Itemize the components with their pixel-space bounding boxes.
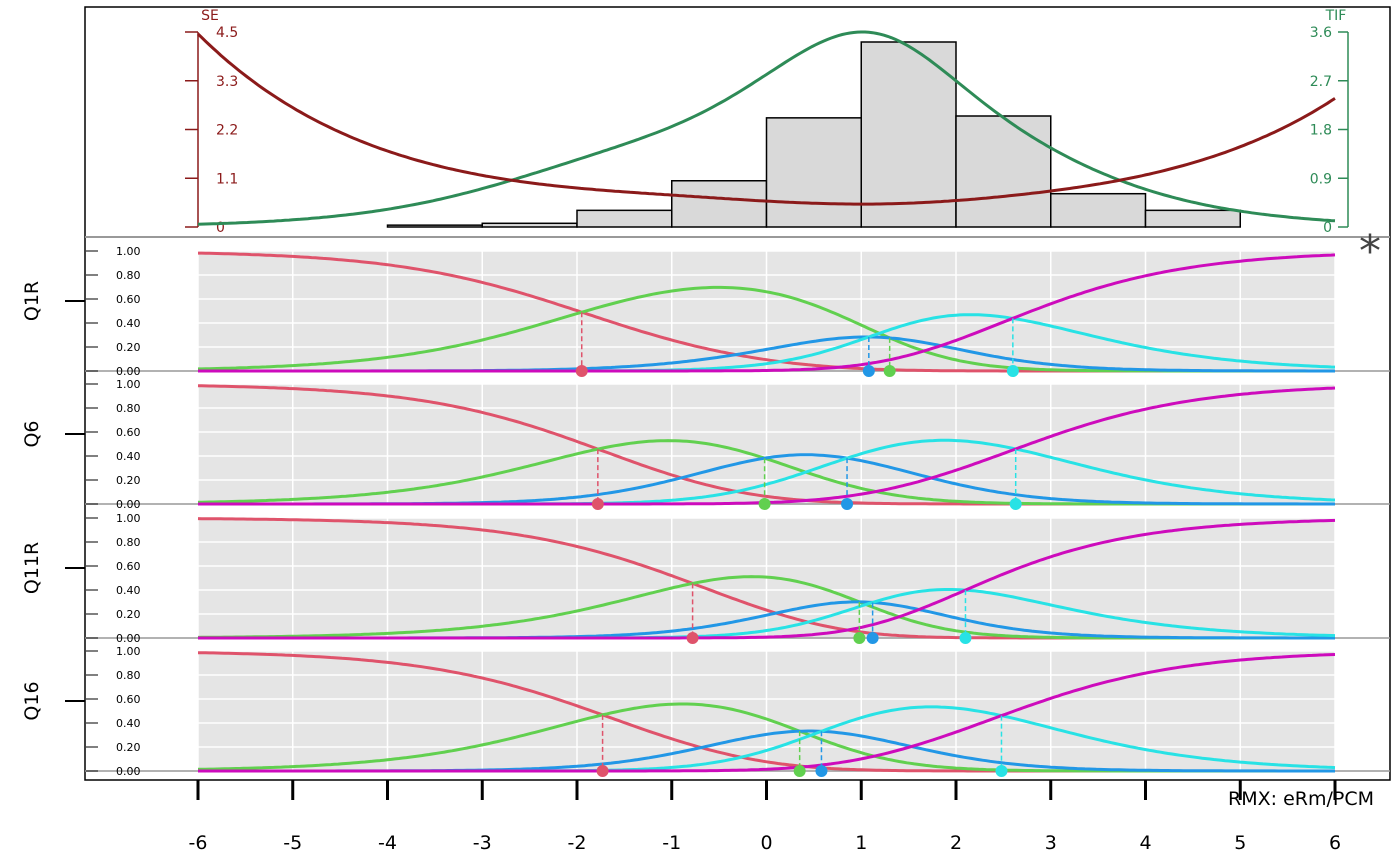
se-tick-label: 0 [216, 220, 225, 236]
threshold-point [1009, 498, 1022, 510]
plot-frame [84, 6, 1391, 781]
threshold-point [841, 498, 854, 510]
histogram-bar [481, 222, 578, 228]
y-tick-label: 0.20 [116, 608, 141, 621]
x-tick-label: -1 [662, 832, 681, 854]
y-tick-label: 0.00 [116, 632, 141, 645]
tif-tick-label: 0 [1323, 220, 1332, 236]
x-tick-label: -6 [189, 832, 208, 854]
x-tick-label: 5 [1234, 832, 1246, 854]
tif-tick-label: 3.6 [1310, 25, 1332, 41]
y-tick-label: 1.00 [116, 245, 141, 258]
category-curve [198, 518, 1336, 640]
se-curve [196, 32, 1336, 206]
histogram-bar [955, 115, 1052, 228]
histogram-bar [671, 180, 768, 228]
se-tick-label: 1.1 [216, 171, 238, 187]
y-tick-label: 0.80 [116, 536, 141, 549]
category-curve [198, 653, 1336, 773]
histogram-bar [860, 41, 957, 228]
y-tick-label: 0.00 [116, 498, 141, 511]
y-tick-label: 0.60 [116, 426, 141, 439]
asterisk: * [1359, 226, 1381, 277]
histogram-bar [386, 224, 483, 228]
se-axis-label: SE [201, 8, 219, 24]
threshold-point [686, 632, 699, 644]
y-tick-label: 0.00 [116, 765, 141, 778]
y-tick-label: 0.80 [116, 669, 141, 682]
item-label: Q6 [21, 420, 43, 447]
item-panels: 0.000.200.400.600.801.00Q1R0.000.200.400… [21, 245, 1390, 778]
x-tick-label: 4 [1139, 832, 1151, 854]
item-panel: 0.00 0.20 0.40 0.60 0.80 1.00 Q6 [21, 378, 1390, 511]
item-label: Q16 [21, 681, 43, 720]
tif-tick-label: 1.8 [1310, 123, 1332, 139]
x-tick-label: 1 [855, 832, 867, 854]
threshold-point [959, 632, 972, 644]
threshold-point [596, 765, 609, 777]
y-tick-label: 1.00 [116, 645, 141, 658]
threshold-point [575, 365, 588, 377]
histogram-bar [765, 117, 862, 228]
threshold-point [758, 498, 771, 510]
item-panel: 0.00 0.20 0.40 0.60 0.80 1.00 Q11R [21, 512, 1390, 645]
top-panel: SE 0 1.1 2.2 3.3 4.5 TIF 0 0.9 1.8 2.7 3.6 [185, 8, 1349, 236]
x-tick-label: -4 [378, 832, 397, 854]
y-tick-label: 1.00 [116, 378, 141, 391]
y-tick-label: 0.80 [116, 402, 141, 415]
y-tick-label: 0.20 [116, 474, 141, 487]
threshold-point [866, 632, 879, 644]
tif-curve [197, 30, 1336, 226]
x-tick-label: 6 [1329, 832, 1341, 854]
y-tick-label: 0.40 [116, 450, 141, 463]
threshold-point [815, 765, 828, 777]
se-tick-label: 3.3 [216, 74, 238, 90]
x-tick-label: -5 [283, 832, 302, 854]
y-tick-label: 0.40 [116, 717, 141, 730]
threshold-point [591, 498, 604, 510]
threshold-point [862, 365, 875, 377]
item-label: Q1R [21, 281, 43, 321]
threshold-point [793, 765, 806, 777]
x-tick-label: -2 [568, 832, 587, 854]
threshold-point [883, 365, 896, 377]
threshold-point [995, 765, 1008, 777]
histogram-bar [1050, 192, 1147, 228]
histogram-bar [576, 209, 673, 228]
x-tick-label: 0 [760, 832, 772, 854]
y-tick-label: 0.60 [116, 293, 141, 306]
y-tick-label: 0.20 [116, 341, 141, 354]
x-tick-label: -3 [473, 832, 492, 854]
y-tick-label: 0.40 [116, 317, 141, 330]
category-curve [198, 253, 1336, 373]
x-axis: -6 -5 -4 -3 -2 -1 0 1 2 3 4 5 6 [189, 780, 1341, 854]
tif-tick-label: 0.9 [1310, 171, 1332, 187]
caption: RMX: eRm/PCM [1228, 788, 1374, 810]
y-tick-label: 0.60 [116, 693, 141, 706]
threshold-point [853, 632, 866, 644]
y-tick-label: 0.40 [116, 584, 141, 597]
y-tick-label: 0.80 [116, 269, 141, 282]
item-panel: 0.00 0.20 0.40 0.60 0.80 1.00 Q16 [21, 645, 1390, 778]
tif-axis-label: TIF [1325, 8, 1347, 24]
se-tick-label: 2.2 [216, 123, 238, 139]
y-tick-label: 1.00 [116, 512, 141, 525]
item-panel: 0.00 0.20 0.40 0.60 0.80 1.00 Q1R [21, 245, 1390, 378]
x-tick-label: 3 [1045, 832, 1057, 854]
se-tick-label: 4.5 [216, 25, 238, 41]
tif-tick-label: 2.7 [1310, 74, 1332, 90]
item-label: Q11R [21, 542, 43, 594]
y-tick-label: 0.20 [116, 741, 141, 754]
y-tick-label: 0.00 [116, 365, 141, 378]
histogram-bar [1144, 209, 1241, 228]
threshold-point [1006, 365, 1019, 377]
y-tick-label: 0.60 [116, 560, 141, 573]
x-tick-label: 2 [950, 832, 962, 854]
